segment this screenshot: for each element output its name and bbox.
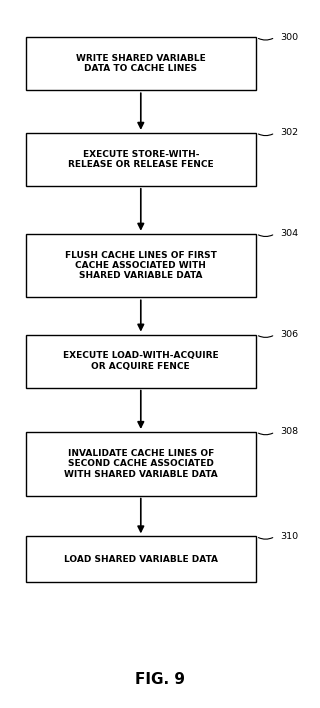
FancyBboxPatch shape (26, 432, 256, 496)
Text: 302: 302 (280, 128, 298, 137)
Text: EXECUTE STORE-WITH-
RELEASE OR RELEASE FENCE: EXECUTE STORE-WITH- RELEASE OR RELEASE F… (68, 149, 214, 169)
Text: 310: 310 (280, 532, 298, 541)
Text: FLUSH CACHE LINES OF FIRST
CACHE ASSOCIATED WITH
SHARED VARIABLE DATA: FLUSH CACHE LINES OF FIRST CACHE ASSOCIA… (65, 251, 217, 280)
Text: EXECUTE LOAD-WITH-ACQUIRE
OR ACQUIRE FENCE: EXECUTE LOAD-WITH-ACQUIRE OR ACQUIRE FEN… (63, 351, 219, 371)
Text: 304: 304 (280, 229, 298, 238)
FancyBboxPatch shape (26, 133, 256, 186)
FancyBboxPatch shape (26, 234, 256, 297)
FancyBboxPatch shape (26, 537, 256, 582)
FancyBboxPatch shape (26, 37, 256, 90)
FancyBboxPatch shape (26, 335, 256, 388)
Text: INVALIDATE CACHE LINES OF
SECOND CACHE ASSOCIATED
WITH SHARED VARIABLE DATA: INVALIDATE CACHE LINES OF SECOND CACHE A… (64, 449, 218, 479)
Text: FIG. 9: FIG. 9 (135, 672, 185, 687)
Text: 308: 308 (280, 428, 298, 436)
Text: 306: 306 (280, 330, 298, 339)
Text: WRITE SHARED VARIABLE
DATA TO CACHE LINES: WRITE SHARED VARIABLE DATA TO CACHE LINE… (76, 54, 206, 74)
Text: 300: 300 (280, 33, 298, 42)
Text: LOAD SHARED VARIABLE DATA: LOAD SHARED VARIABLE DATA (64, 555, 218, 564)
